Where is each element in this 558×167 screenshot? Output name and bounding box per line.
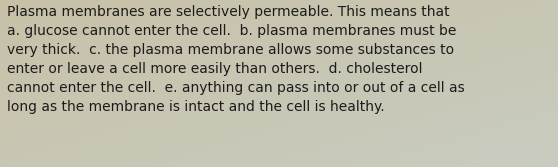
Text: Plasma membranes are selectively permeable. This means that
a. glucose cannot en: Plasma membranes are selectively permeab… [7, 5, 465, 114]
